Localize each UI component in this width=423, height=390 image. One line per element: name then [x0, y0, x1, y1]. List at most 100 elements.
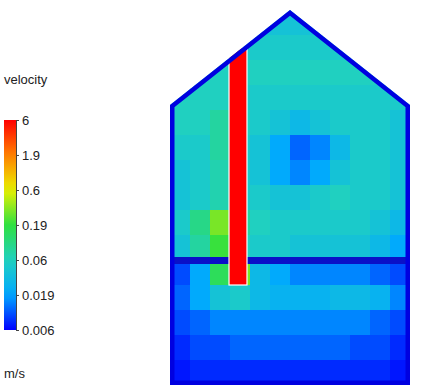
cell — [230, 310, 251, 336]
cell — [390, 10, 411, 36]
cell — [290, 135, 311, 161]
cell — [270, 335, 291, 361]
cell — [290, 85, 311, 111]
figure: velocity 6 1.9 0.6 0.19 0.06 0.019 0.006 m/s — [0, 0, 423, 390]
cell — [350, 310, 371, 336]
cell — [370, 335, 391, 361]
cell — [250, 185, 271, 211]
cell — [310, 285, 331, 311]
cell — [250, 135, 271, 161]
cell — [270, 235, 291, 261]
cell — [350, 335, 371, 361]
cell — [370, 35, 391, 61]
floor — [170, 257, 410, 264]
tick-label: 0.019 — [22, 288, 55, 303]
cell — [230, 335, 251, 361]
cell — [270, 160, 291, 186]
cell — [210, 10, 231, 36]
cell — [350, 235, 371, 261]
cell — [330, 310, 351, 336]
cell — [330, 85, 351, 111]
cell — [250, 335, 271, 361]
cell — [250, 85, 271, 111]
cell — [370, 10, 391, 36]
tick-label: 0.6 — [22, 183, 40, 198]
cell — [370, 160, 391, 186]
tick: 0.19 — [16, 218, 47, 233]
cell — [290, 60, 311, 86]
tick-label: 1.9 — [22, 148, 40, 163]
cell — [390, 60, 411, 86]
cell — [270, 310, 291, 336]
cell — [350, 160, 371, 186]
cell — [290, 160, 311, 186]
cell — [210, 335, 231, 361]
cell — [310, 110, 331, 136]
cell — [330, 285, 351, 311]
tick: 1.9 — [16, 148, 40, 163]
cell — [310, 60, 331, 86]
cell — [350, 10, 371, 36]
cell — [250, 235, 271, 261]
cell — [310, 185, 331, 211]
cell — [190, 35, 211, 61]
cell — [350, 210, 371, 236]
colorbar — [4, 120, 16, 330]
cell — [250, 60, 271, 86]
cell — [210, 185, 231, 211]
cell — [230, 285, 251, 311]
tick-label: 0.06 — [22, 253, 47, 268]
cell — [370, 185, 391, 211]
cell — [270, 110, 291, 136]
cell — [310, 310, 331, 336]
cell — [210, 85, 231, 111]
cell — [250, 160, 271, 186]
cell — [290, 235, 311, 261]
tick-label: 6 — [22, 113, 29, 128]
tick-mark — [16, 155, 19, 156]
cell — [290, 310, 311, 336]
cell — [210, 110, 231, 136]
cell — [310, 335, 331, 361]
colorbar-axis: 6 1.9 0.6 0.19 0.06 0.019 0.006 — [16, 113, 55, 338]
tick-mark — [16, 330, 19, 331]
cell — [250, 210, 271, 236]
cell — [210, 285, 231, 311]
cell — [290, 285, 311, 311]
tick: 0.06 — [16, 253, 47, 268]
duct — [229, 48, 247, 285]
cell — [270, 85, 291, 111]
cell — [350, 135, 371, 161]
cell — [370, 135, 391, 161]
tick-mark — [16, 190, 19, 191]
cell — [310, 210, 331, 236]
tick: 6 — [16, 113, 29, 128]
cell — [350, 85, 371, 111]
cell — [210, 35, 231, 61]
cell — [190, 135, 211, 161]
cell — [210, 135, 231, 161]
cell — [190, 310, 211, 336]
cell — [230, 10, 251, 36]
cell — [330, 110, 351, 136]
colorbar-title: velocity — [4, 72, 48, 87]
cell — [350, 285, 371, 311]
colorbar-unit: m/s — [4, 366, 25, 381]
cell — [390, 35, 411, 61]
cell — [190, 110, 211, 136]
cell — [330, 335, 351, 361]
cell — [210, 235, 231, 261]
tick-mark — [16, 260, 19, 261]
cell — [250, 310, 271, 336]
cell — [370, 110, 391, 136]
cell — [370, 210, 391, 236]
cell — [270, 210, 291, 236]
tick-label: 0.19 — [22, 218, 47, 233]
cell — [330, 10, 351, 36]
cell — [330, 160, 351, 186]
cell — [290, 35, 311, 61]
cell — [290, 185, 311, 211]
cell — [210, 310, 231, 336]
tick-label: 0.006 — [22, 323, 55, 338]
cell — [190, 185, 211, 211]
